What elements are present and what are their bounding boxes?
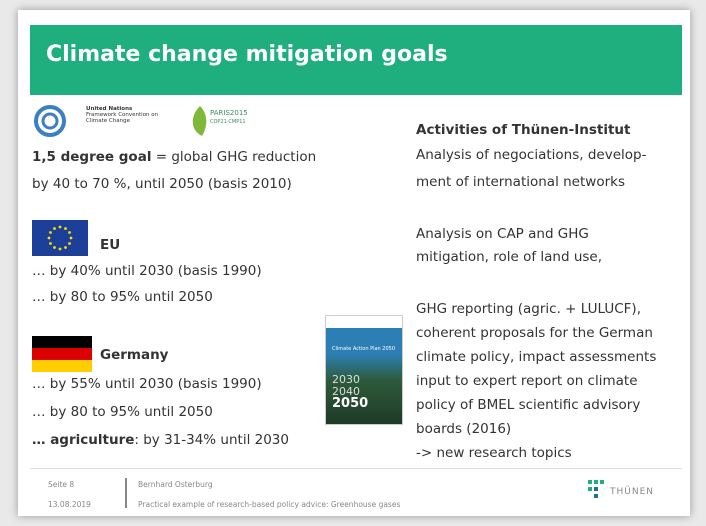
eu-star: [59, 248, 62, 251]
goal-line: by 40 to 70 %, until 2050 (basis 2010): [32, 176, 292, 192]
title: Climate change mitigation goals: [46, 42, 448, 67]
eu-star: [48, 237, 51, 240]
eu-star: [64, 246, 67, 249]
germany-flag: [32, 336, 92, 372]
agriculture-bold: … agriculture: [32, 432, 134, 448]
eu-star: [49, 231, 52, 234]
eu-star: [68, 231, 71, 234]
germany-line: … by 80 to 95% until 2050: [32, 404, 213, 420]
right-line: ment of international networks: [416, 174, 625, 190]
right-line: policy of BMEL scientific advisory: [416, 397, 640, 413]
footer-page: Seite 8: [48, 480, 74, 489]
eu-star: [53, 246, 56, 249]
eu-star: [49, 242, 52, 245]
goal-text: = global GHG reduction: [151, 149, 316, 165]
eu-line: … by 80 to 95% until 2050: [32, 289, 213, 305]
right-line: boards (2016): [416, 421, 511, 437]
right-line: Analysis on CAP and GHG: [416, 226, 589, 242]
footer-bar: [125, 478, 127, 508]
eu-star: [68, 242, 71, 245]
right-line: coherent proposals for the German: [416, 325, 653, 341]
footer-subtitle: Practical example of research-based poli…: [138, 500, 400, 509]
book-years: 2030 2040 2050: [332, 374, 368, 410]
goal-line: 1,5 degree goal = global GHG reduction: [32, 149, 316, 165]
unfccc-text: United Nations Framework Convention on C…: [86, 106, 158, 124]
book-cover: Climate Action Plan 2050 2030 2040 2050: [325, 315, 403, 425]
eu-flag: [32, 220, 88, 256]
footer-author: Bernhard Osterburg: [138, 480, 213, 489]
right-heading: Activities of Thünen-Institut: [416, 122, 630, 138]
goal-bold: 1,5 degree goal: [32, 149, 151, 165]
paris-text: PARIS2015 COP21·CMP11: [210, 109, 248, 126]
eu-star: [64, 227, 67, 230]
agriculture-line: … agriculture: by 31-34% until 2030: [32, 432, 289, 448]
germany-label: Germany: [100, 347, 168, 363]
footer-rule: [30, 468, 682, 469]
footer-logo: THÜNEN: [610, 487, 654, 497]
right-line: input to expert report on climate: [416, 373, 638, 389]
agriculture-text: : by 31-34% until 2030: [134, 432, 289, 448]
eu-label: EU: [100, 237, 120, 253]
paris-line: PARIS2015: [210, 109, 248, 117]
eu-star: [59, 226, 62, 229]
eu-line: … by 40% until 2030 (basis 1990): [32, 263, 262, 279]
thuenen-icon: [588, 480, 606, 500]
right-line: -> new research topics: [416, 445, 572, 461]
germany-line: … by 55% until 2030 (basis 1990): [32, 376, 262, 392]
right-line: Analysis of negociations, develop-: [416, 147, 646, 163]
footer-date: 13.08.2019: [48, 500, 91, 509]
slide: Climate change mitigation goals United N…: [18, 10, 690, 516]
right-line: GHG reporting (agric. + LULUCF),: [416, 301, 641, 317]
eu-star: [53, 227, 56, 230]
paris-line: COP21·CMP11: [210, 119, 246, 125]
book-year: 2050: [332, 396, 368, 411]
right-line: mitigation, role of land use,: [416, 249, 602, 265]
right-line: climate policy, impact assessments: [416, 349, 656, 365]
eu-star: [70, 237, 73, 240]
unfccc-line: Climate Change: [86, 118, 130, 124]
book-title: Climate Action Plan 2050: [332, 346, 396, 352]
